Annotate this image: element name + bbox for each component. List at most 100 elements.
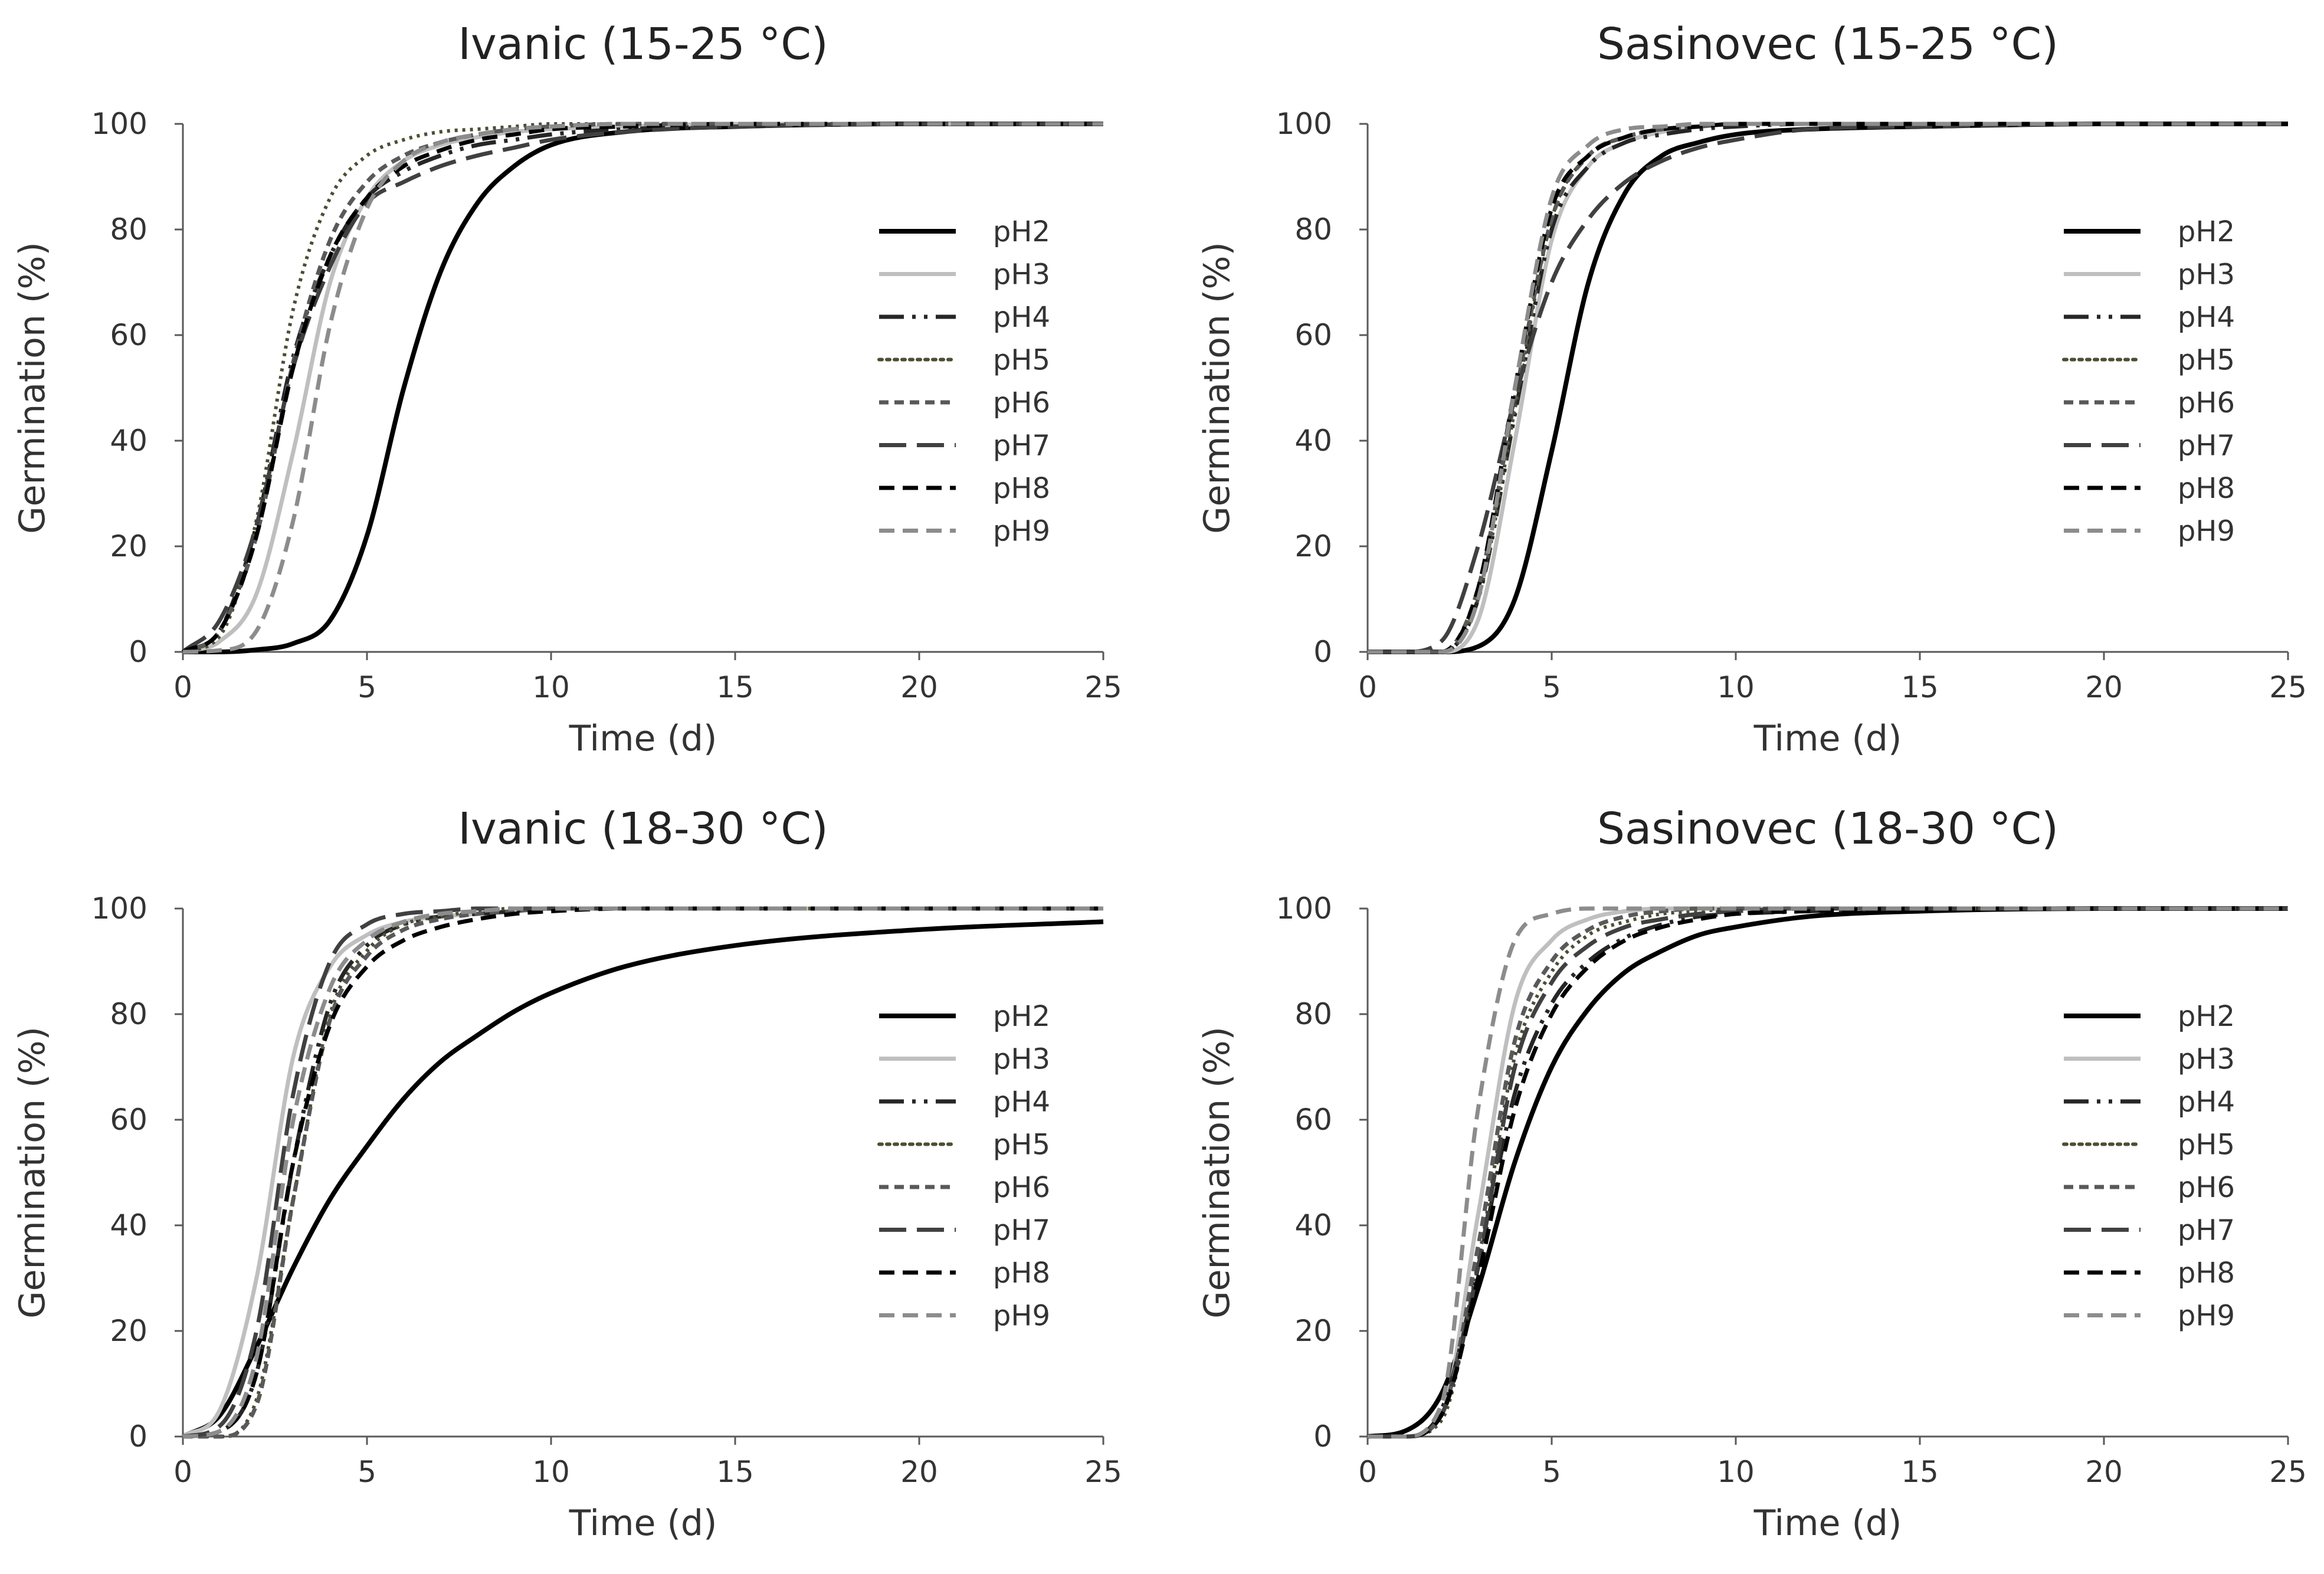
chart-title: Ivanic (15-25 °C) [458, 19, 828, 70]
series-line-ph6 [182, 122, 1103, 654]
series-line-ph3 [182, 122, 1103, 654]
y-tick-label: 20 [1294, 1314, 1332, 1348]
legend-label-ph6: pH6 [2178, 386, 2235, 419]
x-tick-label: 0 [1358, 1455, 1377, 1489]
x-tick-label: 15 [1901, 670, 1939, 704]
series-line-ph2 [182, 919, 1104, 1439]
legend-label-ph5: pH5 [2178, 344, 2235, 377]
series-line-ph3 [1367, 122, 2288, 654]
y-tick-label: 100 [91, 107, 147, 141]
series-line-ph2 [1367, 906, 2288, 1439]
legend-label-ph4: pH4 [993, 1086, 1050, 1119]
series-line-ph5 [1367, 906, 2288, 1439]
x-axis-title: Time (d) [1753, 1503, 1902, 1544]
y-tick-label: 60 [110, 318, 147, 352]
y-tick-label: 20 [1294, 529, 1332, 563]
x-tick-label: 5 [1542, 1455, 1561, 1489]
legend-label-ph5: pH5 [993, 344, 1050, 377]
legend-label-ph2: pH2 [2178, 1000, 2235, 1033]
y-tick-label: 80 [1294, 212, 1332, 247]
series-line-ph3 [1367, 906, 2288, 1439]
legend: pH2 pH3 pH4 pH5 pH6 pH7 pH8 pH9 [877, 215, 1050, 548]
y-tick-label: 100 [91, 891, 147, 926]
legend-label-ph5: pH5 [2178, 1129, 2235, 1162]
series-line-ph9 [182, 906, 1103, 1439]
x-tick-label: 0 [173, 1455, 192, 1489]
legend-label-ph3: pH3 [993, 258, 1050, 291]
series-line-ph4 [1367, 122, 2288, 654]
legend-label-ph8: pH8 [2178, 1257, 2235, 1290]
series-line-ph9 [1367, 906, 2288, 1439]
series-line-ph8 [1367, 122, 2288, 654]
legend-label-ph9: pH9 [2178, 515, 2235, 548]
legend-label-ph8: pH8 [993, 472, 1050, 505]
x-tick-label: 25 [1084, 1455, 1122, 1489]
x-tick-label: 20 [900, 670, 938, 704]
x-tick-label: 5 [1542, 670, 1561, 704]
x-axis-title: Time (d) [569, 718, 717, 759]
legend-label-ph6: pH6 [993, 386, 1050, 419]
series-line-ph9 [182, 122, 1103, 654]
chart-panel-4: Sasinovec (18-30 °C) 0 20 40 60 80 100 0 5 10 15 20… [1197, 804, 2307, 1544]
legend-label-ph7: pH7 [2178, 1214, 2235, 1247]
y-tick-label: 0 [129, 1419, 147, 1454]
y-axis-title: Germination (%) [1197, 242, 1238, 534]
legend-label-ph5: pH5 [993, 1129, 1050, 1162]
legend-label-ph8: pH8 [2178, 472, 2235, 505]
x-tick-label: 0 [1358, 670, 1377, 704]
series-line-ph5 [182, 122, 1103, 654]
x-axis-title: Time (d) [569, 1503, 717, 1544]
x-tick-label: 20 [2085, 1455, 2123, 1489]
chart-title: Sasinovec (18-30 °C) [1597, 804, 2059, 854]
series-line-ph7 [181, 122, 1103, 654]
legend-label-ph4: pH4 [2178, 301, 2235, 334]
x-tick-label: 20 [900, 1455, 938, 1489]
legend: pH2 pH3 pH4 pH5 pH6 pH7 pH8 pH9 [2062, 215, 2235, 548]
y-tick-label: 100 [1276, 891, 1332, 926]
x-tick-label: 5 [358, 1455, 376, 1489]
x-tick-label: 10 [532, 670, 570, 704]
legend-label-ph8: pH8 [993, 1257, 1050, 1290]
y-tick-label: 40 [110, 424, 147, 458]
legend-label-ph9: pH9 [993, 1300, 1050, 1333]
y-tick-label: 0 [1313, 1419, 1332, 1454]
x-tick-label: 25 [2269, 1455, 2307, 1489]
x-tick-label: 25 [2269, 670, 2307, 704]
x-tick-label: 20 [2085, 670, 2123, 704]
y-tick-label: 40 [1294, 424, 1332, 458]
y-tick-label: 40 [1294, 1208, 1332, 1242]
x-tick-label: 15 [1901, 1455, 1939, 1489]
x-tick-label: 0 [173, 670, 192, 704]
y-tick-label: 60 [1294, 318, 1332, 352]
y-tick-label: 80 [110, 997, 147, 1031]
y-tick-label: 80 [110, 212, 147, 247]
y-tick-label: 60 [1294, 1103, 1332, 1137]
x-tick-label: 25 [1084, 670, 1122, 704]
chart-title: Ivanic (18-30 °C) [458, 804, 828, 854]
chart-panel-2: Sasinovec (15-25 °C) 0 20 40 60 80 100 0 5 10 15 20… [1197, 19, 2307, 759]
series-line-ph8 [1367, 906, 2288, 1439]
series-line-ph8 [182, 122, 1103, 654]
y-axis-title: Germination (%) [12, 1027, 53, 1319]
legend-label-ph6: pH6 [2178, 1171, 2235, 1204]
x-axis-title: Time (d) [1753, 718, 1902, 759]
x-tick-label: 10 [1717, 1455, 1755, 1489]
legend-label-ph2: pH2 [2178, 215, 2235, 248]
y-tick-label: 40 [110, 1208, 147, 1242]
series-line-ph4 [182, 122, 1103, 654]
series-line-ph6 [1367, 906, 2288, 1439]
series-line-ph7 [182, 906, 1103, 1439]
x-tick-label: 15 [716, 670, 754, 704]
legend-label-ph7: pH7 [993, 1214, 1050, 1247]
y-tick-label: 20 [110, 1314, 147, 1348]
series-line-ph2 [1367, 121, 2288, 654]
series-line-ph6 [1367, 122, 2288, 654]
y-axis-title: Germination (%) [1197, 1027, 1238, 1319]
chart-panel-1: Ivanic (15-25 °C) 0 20 40 60 80 100 0 5 10 15 20 25 T… [12, 19, 1122, 759]
y-tick-label: 20 [110, 529, 147, 563]
x-tick-label: 10 [532, 1455, 570, 1489]
x-tick-label: 10 [1717, 670, 1755, 704]
series-line-ph9 [1367, 122, 2288, 654]
legend-label-ph6: pH6 [993, 1171, 1050, 1204]
